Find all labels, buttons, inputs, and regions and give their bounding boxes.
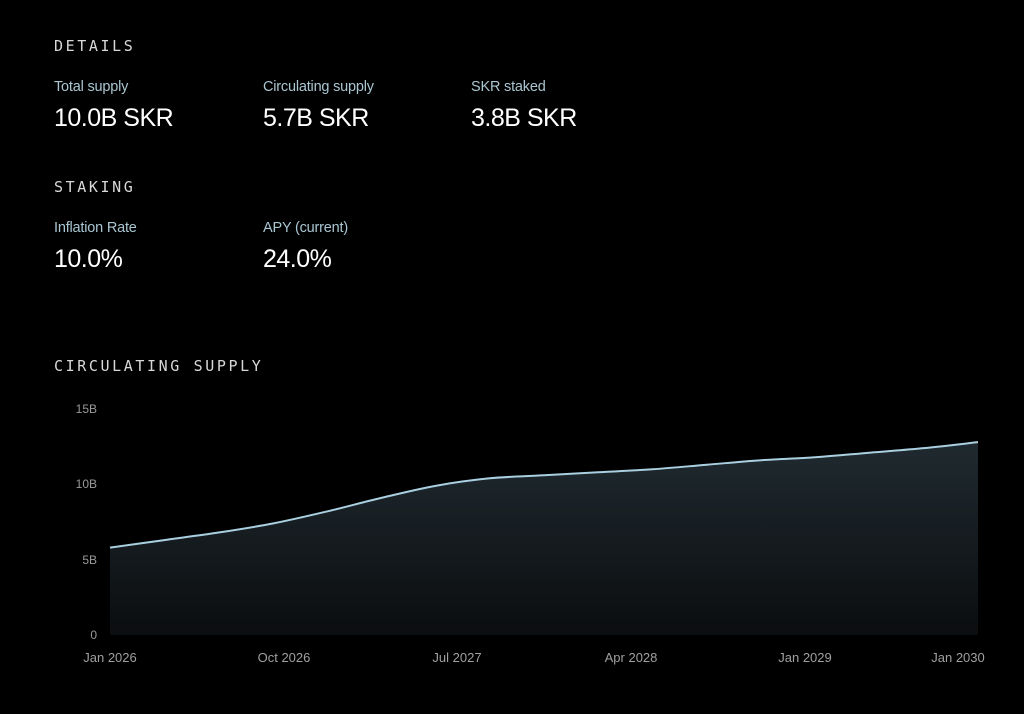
y-tick: 10B [75, 477, 97, 491]
stat-label: Total supply [54, 79, 129, 95]
stat-skr-staked: SKR staked 3.8B SKR [471, 79, 577, 133]
x-tick: Jan 2026 [83, 650, 137, 665]
staking-title: STAKING [54, 178, 136, 196]
y-tick: 15B [75, 402, 97, 416]
x-tick: Jul 2027 [432, 650, 482, 665]
area-line [109, 441, 979, 549]
stat-value: 3.8B SKR [471, 104, 577, 132]
area-fill [110, 442, 978, 635]
stat-value: 5.7B SKR [263, 104, 369, 132]
stat-circulating-supply: Circulating supply 5.7B SKR [263, 79, 374, 133]
stat-apy-current: APY (current) 24.0% [263, 220, 348, 274]
stat-value: 10.0% [54, 245, 123, 273]
x-tick: Jan 2029 [778, 650, 832, 665]
stat-inflation-rate: Inflation Rate 10.0% [54, 220, 137, 274]
details-title: DETAILS [54, 37, 136, 55]
stat-total-supply: Total supply 10.0B SKR [54, 79, 174, 133]
x-tick: Oct 2026 [257, 650, 311, 665]
x-tick: Apr 2028 [604, 650, 658, 665]
stat-label: Inflation Rate [54, 220, 137, 236]
x-tick: Jan 2030 [931, 650, 985, 665]
chart-title: CIRCULATING SUPPLY [54, 357, 264, 375]
y-tick: 0 [90, 628, 97, 642]
y-tick: 5B [82, 553, 97, 567]
stat-label: Circulating supply [263, 79, 374, 95]
stat-label: APY (current) [263, 220, 348, 236]
stat-value: 10.0B SKR [54, 104, 174, 132]
stat-label: SKR staked [471, 79, 546, 95]
stat-value: 24.0% [263, 245, 332, 273]
